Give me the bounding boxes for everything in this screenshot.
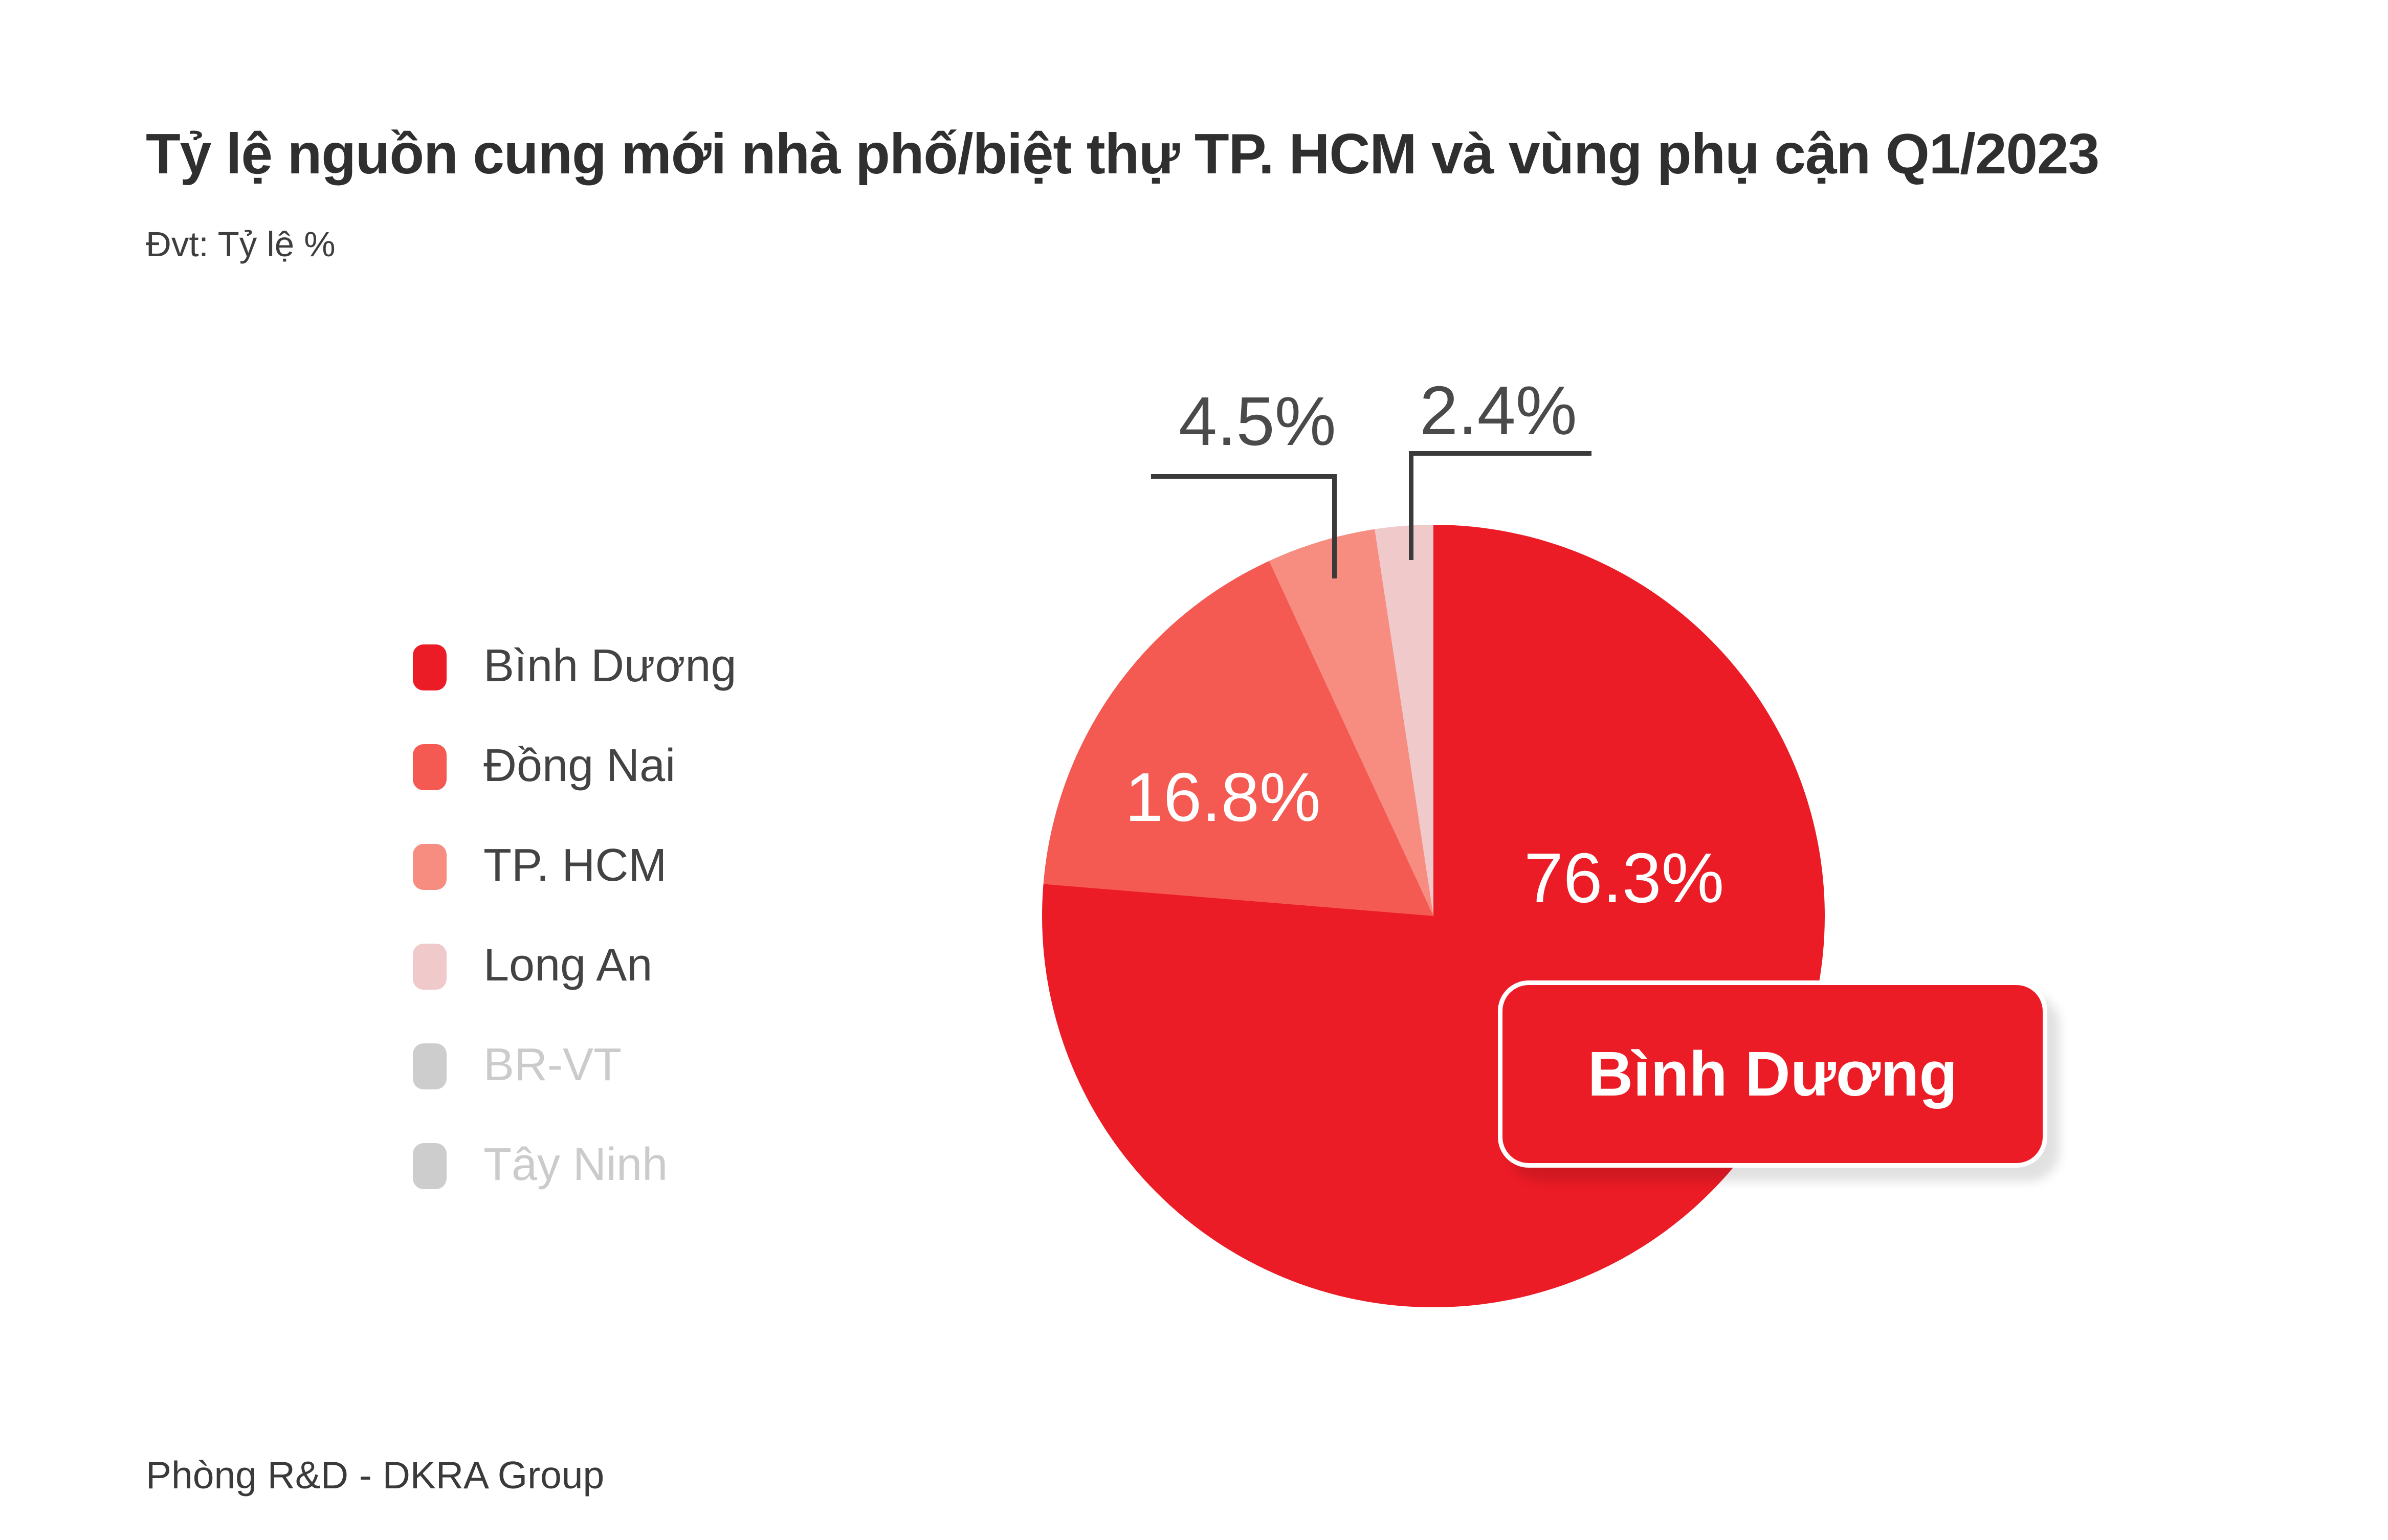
chart-title: Tỷ lệ nguồn cung mới nhà phố/biệt thự TP… (146, 123, 2099, 186)
callout-line-long-an-horizontal (1409, 451, 1591, 456)
legend-swatch-tay-ninh (413, 1143, 447, 1189)
legend-swatch-tp-hcm (413, 844, 447, 890)
callout-line-long-an-vertical (1409, 451, 1413, 560)
legend-swatch-br-vt (413, 1043, 447, 1089)
legend-item-dong-nai: Đồng Nai (413, 741, 737, 792)
callout-line-tp-hcm-horizontal (1151, 474, 1337, 479)
legend-swatch-binh-duong (413, 644, 447, 690)
source-note: Phòng R&D - DKRA Group (146, 1455, 605, 1498)
legend-item-br-vt: BR-VT (413, 1040, 737, 1091)
legend-item-tp-hcm: TP. HCM (413, 841, 737, 891)
legend-label-tp-hcm: TP. HCM (483, 841, 667, 891)
pie-chart (1042, 525, 1825, 1307)
legend-item-long-an: Long An (413, 941, 737, 991)
legend-label-tay-ninh: Tây Ninh (483, 1140, 668, 1191)
legend-label-br-vt: BR-VT (483, 1040, 622, 1091)
slice-value-binh-duong: 76.3% (1524, 838, 1724, 918)
legend-label-binh-duong: Bình Dương (483, 641, 737, 692)
legend-label-long-an: Long An (483, 941, 653, 991)
legend-swatch-dong-nai (413, 744, 447, 790)
callout-line-tp-hcm-vertical (1332, 474, 1337, 578)
legend: Bình Dương Đồng Nai TP. HCM Long An BR-V… (413, 641, 737, 1191)
slice-value-dong-nai: 16.8% (1125, 758, 1321, 836)
highlight-badge-binh-duong: Bình Dương (1498, 980, 2047, 1168)
slice-value-long-an: 2.4% (1420, 371, 1577, 450)
legend-item-binh-duong: Bình Dương (413, 641, 737, 692)
highlight-badge-label: Bình Dương (1587, 1038, 1958, 1109)
unit-note: Đvt: Tỷ lệ % (146, 224, 336, 264)
legend-swatch-long-an (413, 944, 447, 990)
slice-value-tp-hcm: 4.5% (1179, 382, 1336, 460)
legend-label-dong-nai: Đồng Nai (483, 741, 676, 792)
legend-item-tay-ninh: Tây Ninh (413, 1140, 737, 1191)
